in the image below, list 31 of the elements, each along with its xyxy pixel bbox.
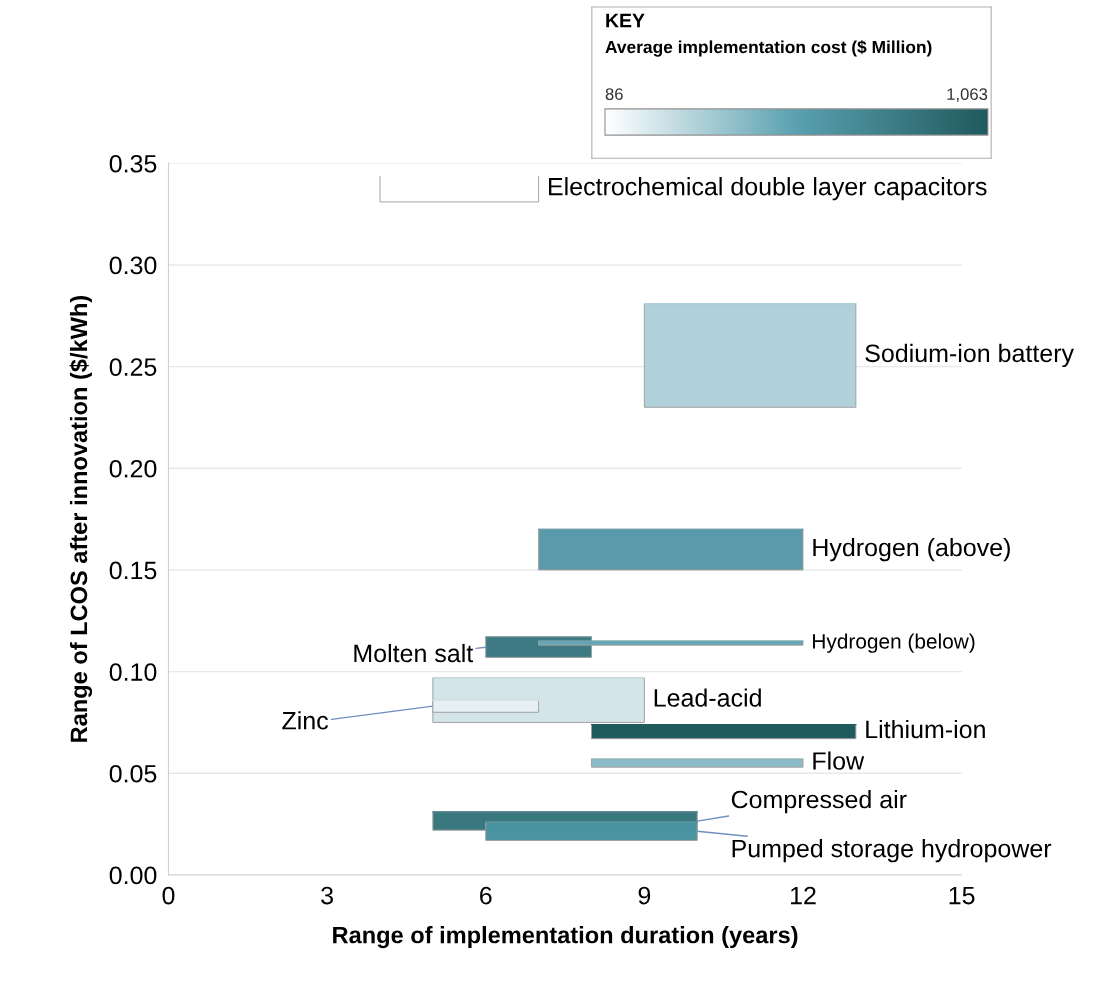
y-tick-label: 0.10: [109, 663, 157, 681]
text: KEY: [606, 13, 645, 28]
series-label: Molten salt: [354, 643, 474, 663]
series-label: Hydrogen (above): [813, 537, 1010, 562]
series-label: Compressed air: [731, 789, 907, 814]
x-tick-label: 9: [638, 886, 651, 905]
y-tick-label: 0.25: [109, 358, 157, 376]
series-label: Flow: [813, 751, 865, 770]
x-axis-title: Range of implementation duration (years): [333, 926, 798, 949]
color-bar-label: 86: [605, 88, 623, 101]
y-tick-label: 0.20: [109, 459, 157, 478]
series-label: Lithium-ion: [866, 719, 985, 739]
y-tick-label: 0.15: [109, 561, 157, 580]
color-bar-title: Average implementation cost ($ Million): [605, 40, 932, 57]
series-label: Pumped storage hydropower: [732, 839, 1052, 863]
y-tick-label: 0.05: [109, 764, 157, 783]
x-tick-label: 12: [791, 886, 816, 905]
x-tick-label: 6: [480, 886, 492, 905]
y-tick-label: 0.35: [109, 154, 157, 173]
series-label: Lead-acid: [654, 688, 761, 707]
series-label: Electrochemical double layer capacitors: [549, 177, 987, 201]
x-tick-label: 15: [949, 886, 975, 905]
color-bar-label: 1,063: [947, 88, 988, 102]
y-tick-label: 0.00: [109, 866, 157, 885]
x-tick-label: 3: [321, 886, 333, 905]
series-label: Sodium-ion battery: [865, 343, 1074, 368]
y-tick-label: 0.30: [109, 256, 157, 275]
y-axis-title: Range of LCOS after innovation ($/kWh): [69, 295, 93, 742]
text: Zinc: [282, 711, 329, 730]
series-label: Hydrogen (below): [813, 633, 975, 653]
x-tick-label: 0: [162, 886, 175, 905]
